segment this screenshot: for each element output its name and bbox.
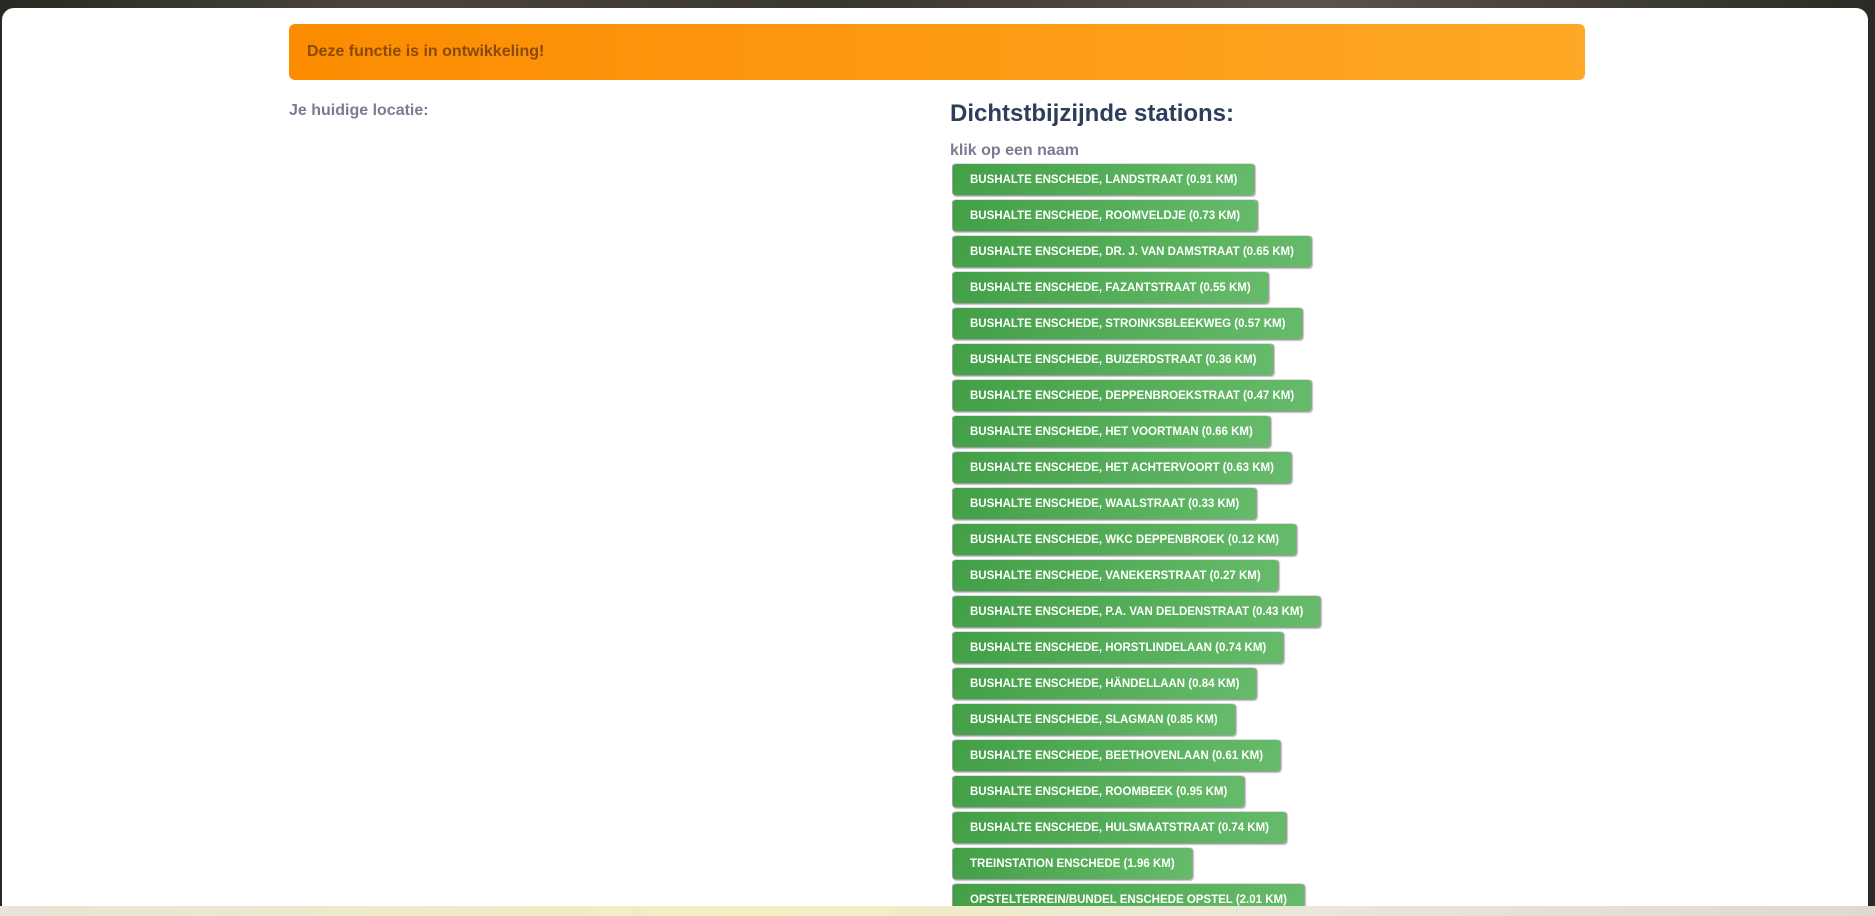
station-button[interactable]: BUSHALTE ENSCHEDE, BUIZERDSTRAAT (0.36 K… bbox=[952, 343, 1275, 376]
station-button[interactable]: BUSHALTE ENSCHEDE, WKC DEPPENBROEK (0.12… bbox=[952, 523, 1298, 556]
stations-heading: Dichtstbijzijnde stations: bbox=[950, 100, 1235, 127]
station-button[interactable]: TREINSTATION ENSCHEDE (1.96 KM) bbox=[952, 847, 1193, 880]
station-button[interactable]: BUSHALTE ENSCHEDE, HET VOORTMAN (0.66 KM… bbox=[952, 415, 1271, 448]
background-strip bbox=[0, 906, 1875, 916]
development-alert: Deze functie is in ontwikkeling! bbox=[289, 24, 1585, 80]
alert-text: Deze functie is in ontwikkeling! bbox=[307, 43, 545, 60]
station-button[interactable]: BUSHALTE ENSCHEDE, BEETHOVENLAAN (0.61 K… bbox=[952, 739, 1282, 772]
station-button[interactable]: BUSHALTE ENSCHEDE, LANDSTRAAT (0.91 KM) bbox=[952, 163, 1256, 196]
station-button[interactable]: BUSHALTE ENSCHEDE, SLAGMAN (0.85 KM) bbox=[952, 703, 1236, 736]
station-button[interactable]: BUSHALTE ENSCHEDE, P.A. VAN DELDENSTRAAT… bbox=[952, 595, 1322, 628]
station-list: BUSHALTE ENSCHEDE, LANDSTRAAT (0.91 KM) B… bbox=[950, 163, 1322, 912]
station-button[interactable]: BUSHALTE ENSCHEDE, DR. J. VAN DAMSTRAAT … bbox=[952, 235, 1312, 268]
station-button[interactable]: BUSHALTE ENSCHEDE, VANEKERSTRAAT (0.27 K… bbox=[952, 559, 1279, 592]
nearest-stations-panel: Dichtstbijzijnde stations: klik op een n… bbox=[950, 100, 1322, 912]
current-location-label: Je huidige locatie: bbox=[289, 102, 429, 119]
station-button[interactable]: BUSHALTE ENSCHEDE, WAALSTRAAT (0.33 KM) bbox=[952, 487, 1258, 520]
stations-hint: klik op een naam bbox=[950, 142, 1079, 159]
station-button[interactable]: BUSHALTE ENSCHEDE, STROINKSBLEEKWEG (0.5… bbox=[952, 307, 1304, 340]
station-button[interactable]: BUSHALTE ENSCHEDE, ROOMBEEK (0.95 KM) bbox=[952, 775, 1246, 808]
main-card: Deze functie is in ontwikkeling! Je huid… bbox=[2, 8, 1868, 912]
station-button[interactable]: BUSHALTE ENSCHEDE, ROOMVELDJE (0.73 KM) bbox=[952, 199, 1259, 232]
station-button[interactable]: BUSHALTE ENSCHEDE, DEPPENBROEKSTRAAT (0.… bbox=[952, 379, 1313, 412]
station-button[interactable]: BUSHALTE ENSCHEDE, HULSMAATSTRAAT (0.74 … bbox=[952, 811, 1288, 844]
station-button[interactable]: BUSHALTE ENSCHEDE, HET ACHTERVOORT (0.63… bbox=[952, 451, 1292, 484]
station-button[interactable]: BUSHALTE ENSCHEDE, HORSTLINDELAAN (0.74 … bbox=[952, 631, 1285, 664]
station-button[interactable]: BUSHALTE ENSCHEDE, FAZANTSTRAAT (0.55 KM… bbox=[952, 271, 1269, 304]
station-button[interactable]: BUSHALTE ENSCHEDE, HÄNDELLAAN (0.84 KM) bbox=[952, 667, 1258, 700]
